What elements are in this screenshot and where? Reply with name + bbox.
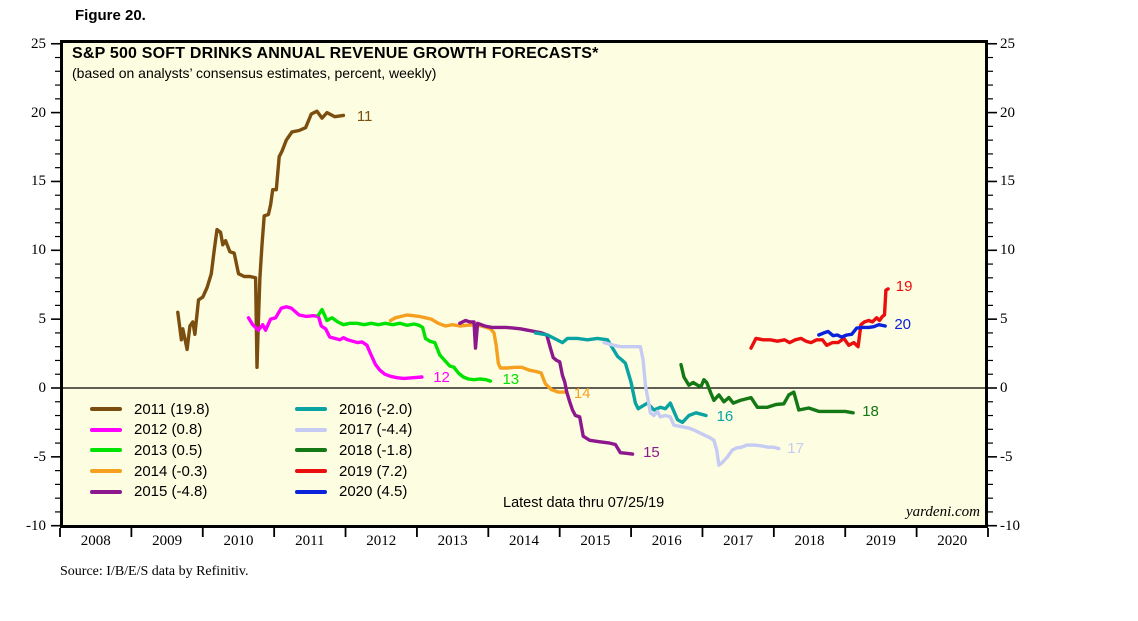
x-axis-tick-label: 2017 bbox=[723, 533, 754, 549]
y-axis-tick-label-right: 15 bbox=[1000, 173, 1015, 190]
x-axis-tick-label: 2019 bbox=[865, 533, 896, 549]
legend-label-2017: 2017 (-4.4) bbox=[339, 421, 413, 439]
series-end-label-2017: 17 bbox=[787, 439, 804, 457]
series-end-label-2016: 16 bbox=[716, 407, 734, 425]
y-axis-tick-label-left: -10 bbox=[26, 517, 46, 534]
x-axis-tick-label: 2016 bbox=[651, 533, 682, 549]
legend-item-2014: 2014 (-0.3) bbox=[90, 461, 207, 481]
legend-swatch-2016 bbox=[295, 407, 327, 411]
series-2017-line bbox=[602, 340, 781, 467]
legend-label-2019: 2019 (7.2) bbox=[339, 462, 408, 480]
chart-frame bbox=[60, 40, 988, 528]
x-axis-tick-label: 2011 bbox=[295, 533, 325, 549]
x-axis-tick-label: 2020 bbox=[937, 533, 968, 549]
legend-swatch-2018 bbox=[295, 448, 327, 453]
y-axis-tick-label-right: 20 bbox=[1000, 104, 1015, 121]
legend-swatch-2019 bbox=[295, 469, 327, 474]
legend-item-2016: 2016 (-2.0) bbox=[295, 399, 412, 419]
series-end-label-2015: 15 bbox=[643, 444, 660, 462]
y-axis-tick-label-left: 20 bbox=[31, 104, 46, 121]
series-2011-line bbox=[176, 109, 346, 369]
legend-label-2014: 2014 (-0.3) bbox=[134, 462, 208, 480]
series-2016-line bbox=[533, 331, 708, 425]
series-2012-line bbox=[246, 305, 424, 381]
x-axis-tick-label: 2009 bbox=[152, 533, 183, 549]
legend-label-2016: 2016 (-2.0) bbox=[339, 400, 413, 418]
legend-swatch-2015 bbox=[90, 489, 122, 494]
y-axis-tick-label-left: 10 bbox=[31, 242, 46, 259]
series-2015-line bbox=[458, 318, 635, 456]
chart-subtitle: (based on analysts’ consensus estimates,… bbox=[72, 65, 437, 81]
series-2018-line bbox=[679, 362, 855, 415]
y-axis-tick-label-right: 10 bbox=[1000, 242, 1015, 259]
y-axis-tick-label-left: 25 bbox=[31, 35, 46, 52]
x-axis-tick-label: 2014 bbox=[509, 533, 539, 549]
series-2020-line bbox=[817, 323, 887, 339]
y-axis-tick-label-left: 0 bbox=[38, 380, 47, 396]
x-axis-tick-label: 2008 bbox=[80, 533, 111, 549]
legend-label-2015: 2015 (-4.8) bbox=[134, 483, 208, 501]
legend-swatch-2012 bbox=[90, 427, 122, 432]
x-axis-tick-label: 2010 bbox=[223, 533, 254, 549]
series-end-label-2012: 12 bbox=[433, 368, 450, 386]
y-axis-tick-label-right: 25 bbox=[1000, 35, 1015, 52]
legend-swatch-2020 bbox=[295, 489, 327, 494]
y-axis-tick-label-left: 5 bbox=[38, 311, 47, 328]
legend-item-2011: 2011 (19.8) bbox=[90, 399, 210, 419]
legend: 2011 (19.8) 2012 (0.8) 2013 (0.5) 2014 (-0.… bbox=[90, 399, 480, 504]
legend-label-2013: 2013 (0.5) bbox=[134, 441, 203, 459]
y-axis-tick-label-right: 5 bbox=[1000, 311, 1008, 328]
legend-label-2020: 2020 (4.5) bbox=[339, 483, 408, 501]
figure-label: Figure 20. bbox=[75, 7, 146, 24]
legend-swatch-2014 bbox=[90, 469, 122, 474]
legend-item-2012: 2012 (0.8) bbox=[90, 420, 202, 440]
x-axis-tick-label: 2018 bbox=[794, 533, 825, 549]
legend-label-2011: 2011 (19.8) bbox=[134, 400, 210, 418]
legend-label-2012: 2012 (0.8) bbox=[134, 421, 203, 439]
series-end-label-2020: 20 bbox=[894, 316, 912, 334]
legend-item-2017: 2017 (-4.4) bbox=[295, 420, 412, 440]
series-end-label-2011: 11 bbox=[356, 107, 373, 125]
legend-item-2019: 2019 (7.2) bbox=[295, 461, 407, 481]
series-end-label-2019: 19 bbox=[895, 278, 913, 296]
y-axis-tick-label-left: -5 bbox=[33, 448, 47, 465]
legend-item-2013: 2013 (0.5) bbox=[90, 440, 202, 460]
chart-title: S&P 500 SOFT DRINKS ANNUAL REVENUE GROWT… bbox=[72, 45, 599, 62]
legend-swatch-2017 bbox=[295, 427, 327, 432]
y-axis-tick-label-right: 0 bbox=[1000, 380, 1008, 396]
legend-swatch-2013 bbox=[90, 448, 122, 453]
legend-swatch-2011 bbox=[90, 407, 122, 411]
latest-data-note: Latest data thru 07/25/19 bbox=[503, 495, 665, 511]
y-axis-tick-label-right: -5 bbox=[1000, 448, 1013, 465]
legend-item-2018: 2018 (-1.8) bbox=[295, 440, 412, 460]
series-end-label-2013: 13 bbox=[502, 371, 520, 389]
y-axis-tick-label-left: 15 bbox=[31, 173, 46, 190]
series-2019-line bbox=[749, 287, 890, 350]
legend-item-2020: 2020 (4.5) bbox=[295, 482, 407, 502]
legend-label-2018: 2018 (-1.8) bbox=[339, 441, 413, 459]
x-axis-tick-label: 2013 bbox=[437, 533, 468, 549]
series-2013-line bbox=[316, 307, 493, 383]
watermark: yardeni.com bbox=[905, 504, 980, 520]
source-note: Source: I/B/E/S data by Refinitiv. bbox=[60, 564, 249, 579]
series-end-label-2018: 18 bbox=[862, 403, 879, 421]
legend-item-2015: 2015 (-4.8) bbox=[90, 482, 207, 502]
y-axis-tick-label-right: -10 bbox=[1000, 517, 1020, 534]
series-end-label-2014: 14 bbox=[573, 384, 591, 402]
x-axis-tick-label: 2012 bbox=[366, 533, 397, 549]
x-axis-tick-label: 2015 bbox=[580, 533, 611, 549]
plot-background bbox=[60, 40, 988, 528]
